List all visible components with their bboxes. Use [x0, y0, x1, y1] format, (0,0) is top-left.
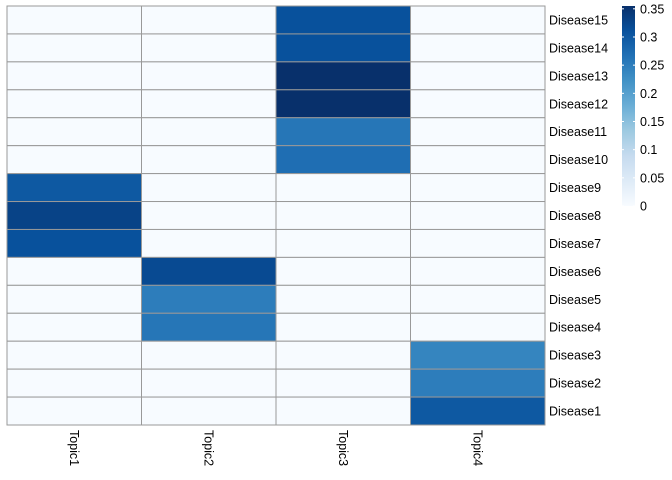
row-label: Disease4	[549, 321, 601, 335]
row-label: Disease9	[549, 181, 601, 195]
column-label: Topic4	[470, 430, 484, 466]
heatmap-cell	[141, 201, 277, 230]
heatmap-cell	[6, 228, 142, 258]
heatmap-cell	[141, 117, 277, 147]
heatmap-cell	[6, 368, 142, 398]
heatmap-cell	[410, 117, 546, 147]
heatmap-cell	[6, 89, 142, 119]
heatmap-cell	[6, 117, 142, 147]
heatmap-cell	[141, 173, 277, 203]
heatmap-cell	[141, 89, 277, 119]
heatmap-cell	[275, 145, 411, 175]
legend-tick-label: 0.3	[640, 30, 657, 44]
legend-tick-label: 0.15	[640, 115, 664, 129]
heatmap-cell	[6, 173, 142, 203]
heatmap-cell	[6, 33, 142, 63]
heatmap-cell	[275, 312, 411, 342]
heatmap-cell	[275, 201, 411, 230]
heatmap-cell	[6, 61, 142, 91]
row-label: Disease6	[549, 265, 601, 279]
heatmap-cell	[141, 312, 277, 342]
row-label: Disease10	[549, 153, 608, 167]
row-label: Disease3	[549, 349, 601, 363]
column-label: Topic2	[201, 430, 215, 466]
heatmap-cell	[410, 33, 546, 63]
heatmap-cell	[410, 312, 546, 342]
heatmap-cell	[6, 5, 142, 35]
heatmap-cell	[141, 284, 277, 314]
row-label: Disease5	[549, 293, 601, 307]
legend-tick-label: 0.05	[640, 171, 664, 185]
heatmap-cells	[6, 5, 546, 426]
heatmap-cell	[141, 396, 277, 426]
heatmap-cell	[141, 228, 277, 258]
heatmap-cell	[141, 145, 277, 175]
row-label: Disease12	[549, 97, 608, 111]
heatmap-cell	[410, 228, 546, 258]
row-label: Disease11	[549, 125, 607, 139]
row-label: Disease2	[549, 377, 601, 391]
heatmap-cell	[275, 61, 411, 91]
heatmap-cell	[275, 228, 411, 258]
heatmap-cell	[6, 340, 142, 370]
legend-tick-label: 0	[640, 200, 647, 214]
legend-tick-label: 0.2	[640, 87, 657, 101]
row-label: Disease7	[549, 237, 601, 251]
heatmap-cell	[141, 340, 277, 370]
heatmap-cell	[410, 396, 546, 426]
column-labels: Topic1 Topic2 Topic3 Topic4	[67, 430, 485, 466]
heatmap-cell	[275, 340, 411, 370]
heatmap-cell	[410, 340, 546, 370]
legend-tick-label: 0.1	[640, 143, 657, 157]
heatmap-cell	[275, 396, 411, 426]
heatmap-cell	[275, 173, 411, 203]
legend-color-bar	[622, 6, 635, 206]
heatmap-cell	[141, 256, 277, 286]
heatmap-cell	[6, 396, 142, 426]
heatmap-cell	[275, 284, 411, 314]
legend-ticks: 0 0.05 0.1 0.15 0.2 0.25 0.3 0.35	[622, 2, 664, 214]
heatmap-cell	[410, 5, 546, 35]
heatmap-cell	[141, 61, 277, 91]
heatmap-cell	[275, 256, 411, 286]
row-labels: Disease15 Disease14 Disease13 Disease12 Dise…	[549, 13, 608, 418]
heatmap-cell	[141, 5, 277, 35]
row-label: Disease1	[549, 405, 601, 419]
heatmap-cell	[275, 368, 411, 398]
heatmap-cell	[6, 145, 142, 175]
heatmap-cell	[275, 117, 411, 147]
row-label: Disease13	[549, 69, 608, 83]
heatmap-cell	[141, 33, 277, 63]
column-label: Topic3	[336, 430, 350, 466]
heatmap-cell	[410, 61, 546, 91]
row-label: Disease8	[549, 209, 601, 223]
row-label: Disease14	[549, 41, 608, 55]
column-label: Topic1	[67, 430, 81, 466]
row-label: Disease15	[549, 13, 608, 27]
heatmap-cell	[410, 173, 546, 203]
heatmap-cell	[410, 368, 546, 398]
heatmap-cell	[275, 89, 411, 119]
color-legend: 0 0.05 0.1 0.15 0.2 0.25 0.3 0.35	[622, 2, 664, 214]
heatmap-cell	[410, 145, 546, 175]
legend-tick-label: 0.25	[640, 59, 664, 73]
heatmap-cell	[6, 284, 142, 314]
heatmap-cell	[410, 284, 546, 314]
heatmap-cell	[410, 201, 546, 230]
heatmap-cell	[6, 201, 142, 230]
heatmap-cell	[6, 256, 142, 286]
legend-tick-label: 0.35	[640, 2, 664, 16]
heatmap-cell	[410, 256, 546, 286]
heatmap-cell	[275, 5, 411, 35]
heatmap-cell	[6, 312, 142, 342]
heatmap-cell	[275, 33, 411, 63]
heatmap-cell	[141, 368, 277, 398]
heatmap-cell	[410, 89, 546, 119]
